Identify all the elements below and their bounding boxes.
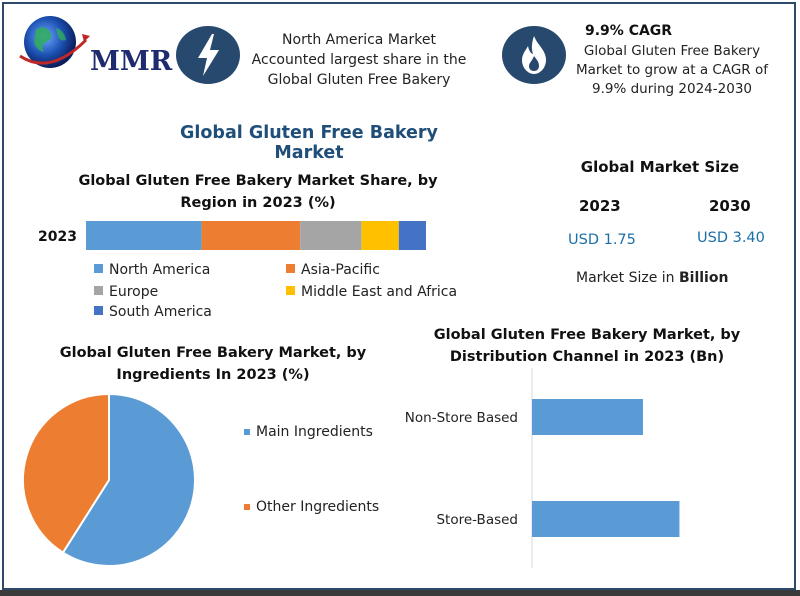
distribution-chart-title: Global Gluten Free Bakery Market, by Dis… xyxy=(432,324,742,368)
chart-title-line: Distribution Channel in 2023 (Bn) xyxy=(449,349,725,365)
legend-item: South America xyxy=(94,304,212,320)
legend-item: Asia-Pacific xyxy=(286,262,380,278)
distribution-bar xyxy=(532,501,680,537)
legend-label: Asia-Pacific xyxy=(301,262,380,278)
legend-label: Other Ingredients xyxy=(256,499,379,515)
chart-title-line: Global Gluten Free Bakery Market, by xyxy=(433,327,741,343)
chart-title-line: Global Gluten Free Bakery Market, by xyxy=(59,345,367,361)
category-label: Non-Store Based xyxy=(405,410,518,426)
market-size-title: Global Market Size xyxy=(580,158,740,176)
legend-swatch xyxy=(94,286,103,295)
bolt-icon xyxy=(176,26,240,84)
legend-label: Europe xyxy=(109,284,159,300)
pie-slice xyxy=(61,392,196,567)
legend-label: Main Ingredients xyxy=(256,424,373,440)
year-2030: 2030 xyxy=(709,197,751,215)
category-label: Store-Based xyxy=(436,512,518,528)
mmr-logo: MMR xyxy=(14,10,172,80)
distribution-bar xyxy=(532,399,643,435)
callout-line: Global Gluten Free Bakery xyxy=(267,72,451,88)
flame-icon xyxy=(502,26,566,84)
main-title: Global Gluten Free Bakery Market xyxy=(180,123,438,163)
note-unit: Billion xyxy=(678,270,729,286)
market-size-2023: USD 1.75 xyxy=(568,232,636,248)
legend-label: South America xyxy=(109,304,212,320)
globe-icon xyxy=(19,16,90,68)
cagr-callout: Global Gluten Free Bakery Market to grow… xyxy=(572,42,772,99)
note-prefix: Market Size in xyxy=(576,270,679,286)
logo-text: MMR xyxy=(90,46,173,77)
region-bar-segment xyxy=(86,221,202,250)
cagr-title: 9.9% CAGR xyxy=(585,23,673,39)
distribution-bar-chart: Non-Store Based Store-Based xyxy=(405,368,680,568)
chart-title-line: Global Gluten Free Bakery Market Share, … xyxy=(78,173,438,189)
callout-line: North America Market xyxy=(282,32,436,48)
region-bar-segment xyxy=(201,221,301,250)
category-label: 2023 xyxy=(38,229,77,245)
region-stacked-bar-chart: 2023 xyxy=(38,221,426,250)
legend-item: Middle East and Africa xyxy=(286,284,457,300)
legend-label: North America xyxy=(109,262,211,278)
region-bar-segment xyxy=(398,221,426,250)
pie-slice xyxy=(22,392,110,554)
chart-title-line: Ingredients In 2023 (%) xyxy=(116,367,310,383)
region-bar-segment xyxy=(300,221,362,250)
region-chart-title: Global Gluten Free Bakery Market Share, … xyxy=(70,170,446,214)
year-2023: 2023 xyxy=(579,197,621,215)
legend-swatch xyxy=(286,264,295,273)
ingredients-pie-chart: Main Ingredients Other Ingredients xyxy=(22,392,379,567)
callout-line: Market to grow at a CAGR of xyxy=(576,62,768,78)
legend-swatch xyxy=(286,286,295,295)
legend-swatch xyxy=(94,306,103,315)
chart-title-line: Region in 2023 (%) xyxy=(180,195,336,211)
callout-line: 9.9% during 2024-2030 xyxy=(591,81,753,97)
region-callout: North America Market Accounted largest s… xyxy=(246,30,472,90)
legend-item: Europe xyxy=(94,284,158,300)
legend-label: Middle East and Africa xyxy=(301,284,458,300)
market-size-2030: USD 3.40 xyxy=(697,230,765,246)
region-bar-segment xyxy=(361,221,399,250)
ingredients-chart-title: Global Gluten Free Bakery Market, by Ing… xyxy=(48,342,378,386)
legend-swatch xyxy=(244,429,250,435)
callout-line: Global Gluten Free Bakery xyxy=(583,43,761,59)
callout-line: Accounted largest share in the xyxy=(251,52,467,68)
legend-swatch xyxy=(94,264,103,273)
legend-swatch xyxy=(244,504,250,510)
market-size-note: Market Size in Billion xyxy=(576,270,728,286)
bottom-strip xyxy=(0,590,800,596)
legend-item: North America xyxy=(94,262,210,278)
